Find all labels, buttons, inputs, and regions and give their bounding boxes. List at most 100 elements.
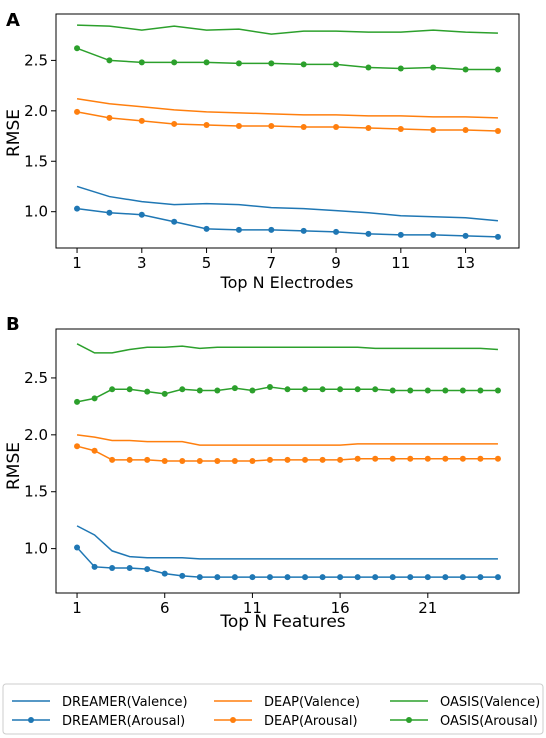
data-point-dreamer-arousal <box>462 232 469 239</box>
data-point-oasis-arousal <box>74 45 81 52</box>
data-point-dreamer-arousal <box>91 563 98 570</box>
data-point-deap-arousal <box>319 456 326 463</box>
data-point-deap-arousal <box>231 458 238 464</box>
plot-frame <box>55 13 520 249</box>
data-point-deap-arousal <box>459 455 466 462</box>
data-point-deap-arousal <box>249 458 256 464</box>
data-point-dreamer-arousal <box>231 574 238 581</box>
x-tick-label: 9 <box>331 254 341 272</box>
data-point-deap-arousal <box>214 458 221 464</box>
data-point-deap-arousal <box>477 455 484 462</box>
series-line-oasis-valence <box>77 24 498 35</box>
data-point-dreamer-arousal <box>337 574 344 581</box>
data-point-deap-arousal <box>424 455 431 462</box>
data-point-dreamer-arousal <box>214 574 221 581</box>
data-point-deap-arousal <box>442 455 449 462</box>
data-point-deap-arousal <box>235 122 242 129</box>
y-tick-label: 2.5 <box>24 51 48 69</box>
panel-label: B <box>6 314 20 335</box>
data-point-oasis-arousal <box>302 386 309 393</box>
data-point-dreamer-arousal <box>74 205 81 212</box>
legend-swatch-marker <box>230 717 236 723</box>
data-point-dreamer-arousal <box>430 231 437 238</box>
series-line-dreamer-valence <box>76 185 499 222</box>
series-line-dreamer-valence <box>76 525 498 560</box>
x-tick-label: 16 <box>331 599 350 617</box>
data-point-dreamer-arousal <box>266 574 273 581</box>
legend-entry: DREAMER(Arousal) <box>12 714 185 729</box>
data-point-deap-arousal <box>430 126 437 133</box>
data-point-deap-arousal <box>138 117 145 124</box>
x-tick-label: 11 <box>243 599 262 617</box>
x-tick-label: 5 <box>202 254 212 272</box>
data-point-dreamer-arousal <box>179 572 186 579</box>
data-point-dreamer-arousal <box>161 570 168 577</box>
data-point-oasis-arousal <box>424 387 431 394</box>
data-point-dreamer-arousal <box>397 231 404 238</box>
data-point-dreamer-arousal <box>407 574 414 581</box>
data-point-oasis-arousal <box>203 59 210 66</box>
data-point-deap-arousal <box>161 458 168 464</box>
data-point-deap-arousal <box>333 123 340 130</box>
legend-label: DREAMER(Valence) <box>62 695 188 710</box>
series-line-dreamer-arousal <box>76 207 498 238</box>
legend-label: DEAP(Valence) <box>264 695 360 710</box>
data-point-deap-arousal <box>196 458 203 464</box>
data-point-oasis-arousal <box>144 388 151 395</box>
data-point-oasis-arousal <box>214 387 221 394</box>
data-point-oasis-arousal <box>494 387 501 394</box>
data-point-oasis-arousal <box>494 66 501 73</box>
plot-frame <box>55 328 520 594</box>
y-tick-label: 2.0 <box>24 426 48 444</box>
data-point-dreamer-arousal <box>459 574 466 581</box>
y-axis-label: RMSE <box>4 109 24 157</box>
data-point-dreamer-arousal <box>354 574 361 581</box>
data-point-deap-arousal <box>354 455 361 462</box>
data-point-dreamer-arousal <box>389 574 396 581</box>
data-point-oasis-arousal <box>106 57 113 64</box>
data-point-dreamer-arousal <box>442 574 449 581</box>
data-point-dreamer-arousal <box>333 228 340 235</box>
data-point-deap-arousal <box>91 447 98 454</box>
panel-label: A <box>6 10 20 31</box>
y-tick-label: 2.0 <box>24 102 48 120</box>
data-point-oasis-arousal <box>171 59 178 66</box>
panel-b: B RMSE Top N Features 1 6 11 16 211.01.52.02… <box>4 314 520 632</box>
data-point-oasis-arousal <box>266 384 273 391</box>
data-point-dreamer-arousal <box>109 564 116 571</box>
data-point-oasis-arousal <box>397 65 404 72</box>
legend-label: DEAP(Arousal) <box>264 714 358 729</box>
data-point-oasis-arousal <box>138 59 145 66</box>
data-point-dreamer-arousal <box>302 574 309 581</box>
data-point-dreamer-arousal <box>300 227 307 234</box>
data-point-dreamer-arousal <box>494 574 501 581</box>
data-point-dreamer-arousal <box>126 564 133 571</box>
data-point-deap-arousal <box>284 456 291 463</box>
data-point-oasis-arousal <box>407 387 414 394</box>
data-point-dreamer-arousal <box>138 211 145 218</box>
legend-entry: OASIS(Valence) <box>390 695 540 710</box>
x-tick-label: 1 <box>72 254 82 272</box>
data-point-oasis-arousal <box>372 386 379 393</box>
data-point-deap-arousal <box>203 121 210 128</box>
data-point-oasis-arousal <box>284 386 291 393</box>
x-tick-label: 1 <box>72 599 82 617</box>
x-axis-label: Top N Electrodes <box>220 273 354 292</box>
data-point-dreamer-arousal <box>319 574 326 581</box>
data-point-deap-arousal <box>397 125 404 132</box>
data-point-oasis-arousal <box>365 64 372 71</box>
data-point-dreamer-arousal <box>171 218 178 225</box>
data-point-oasis-arousal <box>319 386 326 393</box>
data-point-oasis-arousal <box>337 386 344 393</box>
data-point-dreamer-arousal <box>196 574 203 581</box>
data-point-deap-arousal <box>171 120 178 127</box>
y-tick-label: 2.5 <box>24 369 48 387</box>
data-point-dreamer-arousal <box>372 574 379 581</box>
data-point-oasis-arousal <box>161 390 168 397</box>
data-point-oasis-arousal <box>196 387 203 394</box>
data-point-deap-arousal <box>109 456 116 463</box>
y-axis-label: RMSE <box>4 442 24 490</box>
data-point-oasis-arousal <box>477 387 484 394</box>
data-point-deap-arousal <box>106 114 113 121</box>
